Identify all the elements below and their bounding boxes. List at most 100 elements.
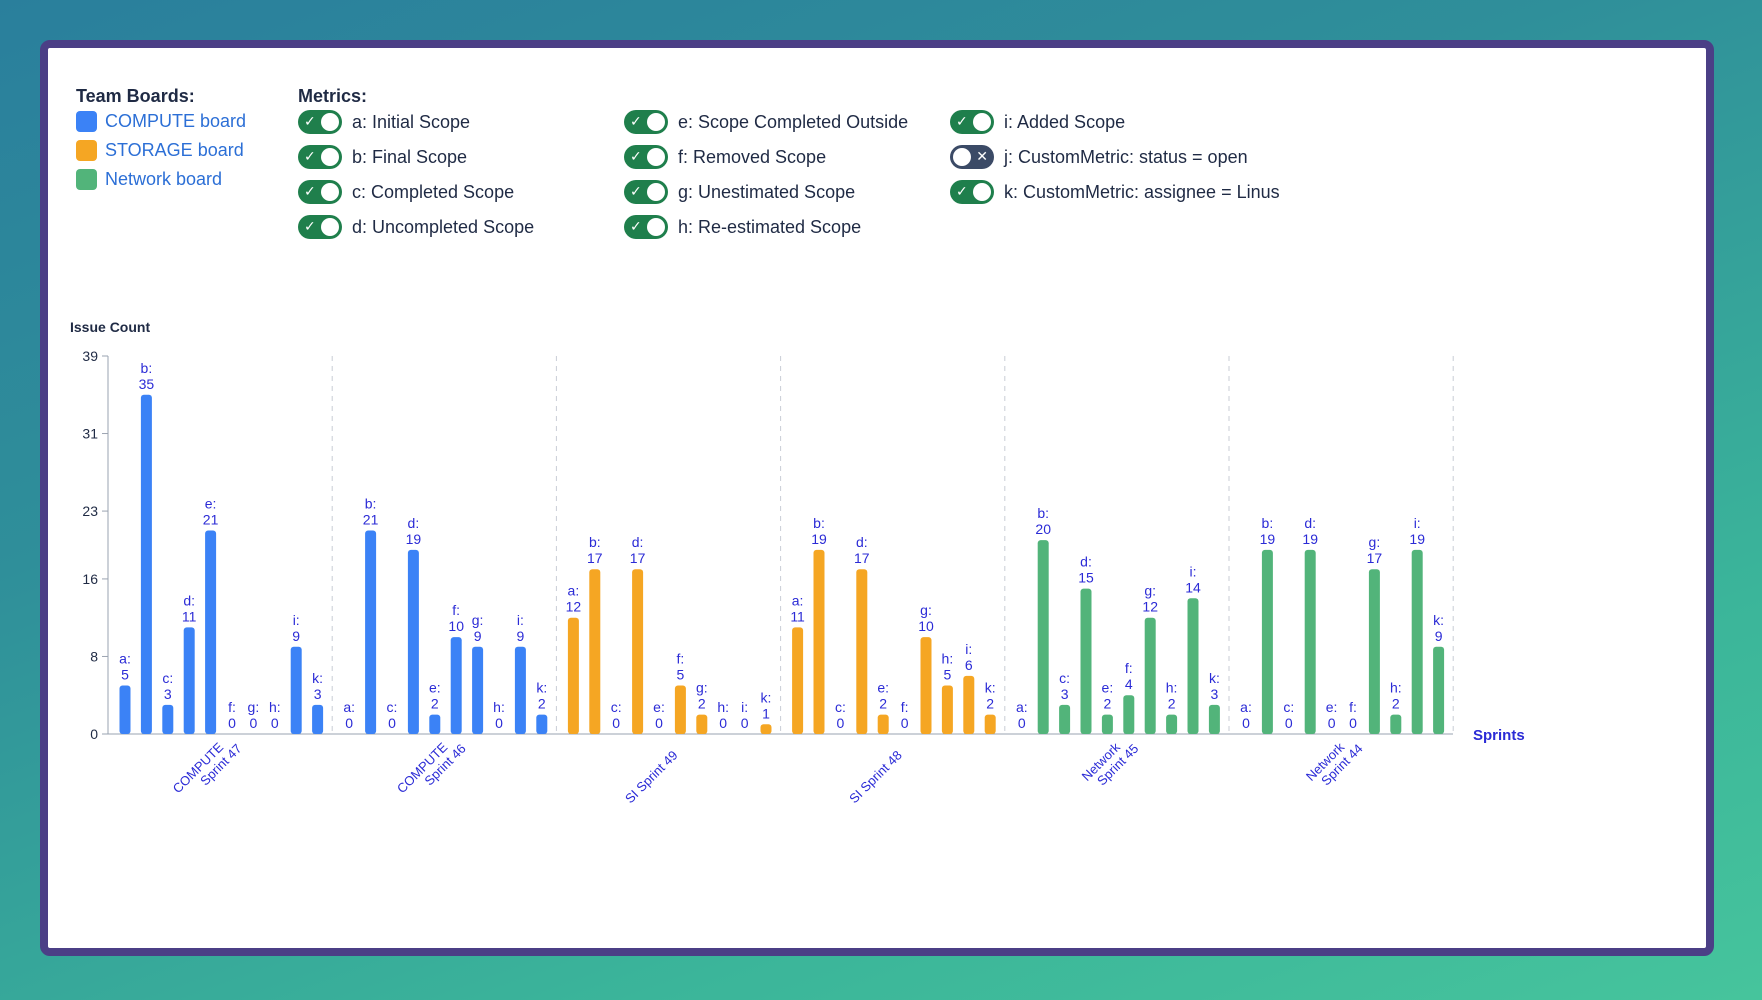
bar-key-label: a: — [568, 583, 580, 599]
bar-value-label: 17 — [630, 550, 646, 566]
metric-toggle-e[interactable]: ✓ e: Scope Completed Outside — [624, 110, 908, 134]
toggle-on-icon[interactable]: ✓ — [298, 145, 342, 169]
bar-value-label: 14 — [1185, 579, 1201, 595]
bar-i — [1411, 549, 1423, 734]
bar-key-label: h: — [717, 699, 729, 715]
bar-key-label: b: — [813, 515, 825, 531]
bar-value-label: 2 — [1168, 696, 1176, 712]
metric-toggle-g[interactable]: ✓ g: Unestimated Scope — [624, 180, 855, 204]
y-tick-label: 23 — [82, 503, 98, 519]
bar-value-label: 9 — [517, 628, 525, 644]
bar-value-label: 21 — [203, 511, 219, 527]
bar-key-label: h: — [269, 699, 281, 715]
bar-value-label: 10 — [448, 618, 464, 634]
bar-key-label: c: — [387, 699, 398, 715]
toggle-on-icon[interactable]: ✓ — [624, 145, 668, 169]
bar-value-label: 0 — [1242, 715, 1250, 731]
bar-value-label: 0 — [250, 715, 258, 731]
bar-b — [813, 549, 825, 734]
metric-toggle-f[interactable]: ✓ f: Removed Scope — [624, 145, 826, 169]
bar-key-label: b: — [1037, 505, 1049, 521]
board-item-storage[interactable]: STORAGE board — [76, 136, 246, 165]
bar-e — [205, 530, 217, 734]
metric-toggle-c[interactable]: ✓ c: Completed Scope — [298, 180, 514, 204]
bar-key-label: b: — [141, 360, 153, 376]
x-tick-label: COMPUTESprint 46 — [394, 731, 469, 806]
x-tick-label: SI Sprint 48 — [846, 748, 905, 807]
bar-g — [1368, 569, 1380, 734]
bar-f — [450, 637, 462, 734]
bar-value-label: 17 — [854, 550, 870, 566]
bar-key-label: d: — [408, 515, 420, 531]
bar-value-label: 4 — [1125, 676, 1133, 692]
bar-key-label: a: — [343, 699, 355, 715]
metric-toggle-b[interactable]: ✓ b: Final Scope — [298, 145, 467, 169]
metric-label: g: Unestimated Scope — [678, 181, 856, 202]
board-label: STORAGE board — [105, 140, 244, 160]
bar-b — [365, 530, 377, 734]
bar-key-label: i: — [517, 612, 524, 628]
bar-value-label: 0 — [719, 715, 727, 731]
bar-value-label: 0 — [388, 715, 396, 731]
bar-value-label: 0 — [1349, 715, 1357, 731]
bar-g — [1144, 617, 1156, 734]
metric-label: d: Uncompleted Scope — [352, 216, 535, 237]
check-icon: ✓ — [304, 219, 316, 235]
toggle-knob — [973, 183, 991, 201]
toggle-on-icon[interactable]: ✓ — [298, 180, 342, 204]
bar-key-label: d: — [1304, 515, 1316, 531]
bar-value-label: 0 — [612, 715, 620, 731]
compute-swatch-icon — [76, 111, 97, 132]
metric-toggle-j[interactable]: ✕ j: CustomMetric: status = open — [950, 145, 1248, 169]
toggle-on-icon[interactable]: ✓ — [624, 180, 668, 204]
toggle-knob — [321, 183, 339, 201]
board-item-compute[interactable]: COMPUTE board — [76, 107, 246, 136]
bar-value-label: 12 — [1142, 599, 1158, 615]
board-item-network[interactable]: Network board — [76, 165, 246, 194]
metric-toggle-h[interactable]: ✓ h: Re-estimated Scope — [624, 215, 861, 239]
toggle-on-icon[interactable]: ✓ — [950, 180, 994, 204]
bar-key-label: i: — [1190, 563, 1197, 579]
toggle-on-icon[interactable]: ✓ — [298, 215, 342, 239]
x-tick-label: NetworkSprint 45 — [1079, 731, 1142, 794]
bar-b — [589, 569, 601, 734]
bar-value-label: 17 — [587, 550, 603, 566]
board-label: COMPUTE board — [105, 111, 247, 131]
metric-label: i: Added Scope — [1004, 111, 1126, 132]
bar-value-label: 0 — [837, 715, 845, 731]
metric-toggle-d[interactable]: ✓ d: Uncompleted Scope — [298, 215, 534, 239]
bar-key-label: i: — [293, 612, 300, 628]
toggle-on-icon[interactable]: ✓ — [950, 110, 994, 134]
bar-key-label: g: — [248, 699, 260, 715]
metric-toggle-i[interactable]: ✓ i: Added Scope — [950, 110, 1125, 134]
toggle-on-icon[interactable]: ✓ — [298, 110, 342, 134]
bar-value-label: 5 — [677, 667, 685, 683]
toggle-on-icon[interactable]: ✓ — [624, 215, 668, 239]
bar-key-label: a: — [1240, 699, 1252, 715]
network-swatch-icon — [76, 169, 97, 190]
toggle-on-icon[interactable]: ✓ — [624, 110, 668, 134]
bar-value-label: 19 — [1260, 531, 1276, 547]
metrics-legend: Metrics: ✓ a: Initial Scope ✓ b: Final Scop… — [298, 86, 1398, 276]
bar-key-label: h: — [942, 651, 954, 667]
bar-h — [1390, 714, 1402, 734]
toggle-off-icon[interactable]: ✕ — [950, 145, 994, 169]
bar-value-label: 6 — [965, 657, 973, 673]
x-icon: ✕ — [976, 149, 988, 165]
bar-value-label: 3 — [314, 686, 322, 702]
bar-value-label: 0 — [495, 715, 503, 731]
bar-value-label: 0 — [1018, 715, 1026, 731]
bar-value-label: 3 — [1061, 686, 1069, 702]
bar-key-label: g: — [920, 602, 932, 618]
team-boards-legend: Team Boards: COMPUTE board STORAGE board… — [76, 86, 246, 194]
metric-label: j: CustomMetric: status = open — [1004, 146, 1248, 167]
y-tick-label: 16 — [82, 571, 98, 587]
metric-label: a: Initial Scope — [352, 111, 471, 132]
metric-toggle-k[interactable]: ✓ k: CustomMetric: assignee = Linus — [950, 180, 1280, 204]
bar-k — [984, 714, 996, 734]
metric-toggle-a[interactable]: ✓ a: Initial Scope — [298, 110, 470, 134]
bar-i — [1187, 598, 1199, 734]
metric-label: f: Removed Scope — [678, 146, 827, 167]
bar-value-label: 15 — [1078, 570, 1094, 586]
bar-key-label: b: — [589, 534, 601, 550]
